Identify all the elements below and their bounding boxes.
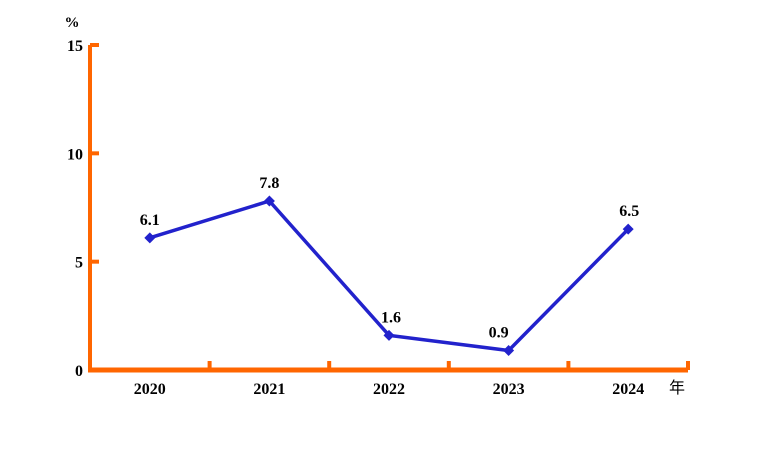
x-axis-unit-label: 年 — [669, 379, 685, 397]
x-tick-label: 2022 — [373, 381, 405, 398]
series-line — [149, 198, 630, 353]
y-axis-unit-label: % — [65, 15, 80, 31]
data-point-label: 7.8 — [259, 175, 279, 192]
data-point-label: 1.6 — [381, 309, 401, 326]
x-tick-label: 2024 — [612, 381, 644, 398]
data-point-marker — [263, 195, 275, 207]
data-point-label: 0.9 — [489, 325, 509, 342]
data-point-marker — [503, 345, 515, 356]
x-tick-label: 2021 — [253, 381, 285, 398]
y-tick-label: 10 — [67, 146, 83, 163]
data-point-marker — [383, 329, 395, 341]
data-point-label: 6.5 — [619, 203, 639, 220]
x-tick-label: 2023 — [493, 381, 525, 398]
x-tick-label: 2020 — [134, 381, 166, 398]
y-tick-label: 15 — [67, 38, 83, 55]
y-tick-label: 5 — [75, 255, 83, 272]
data-point-label: 6.1 — [140, 212, 160, 229]
data-point-marker — [622, 223, 634, 235]
y-tick-label: 0 — [75, 363, 83, 380]
data-point-marker — [144, 232, 156, 244]
